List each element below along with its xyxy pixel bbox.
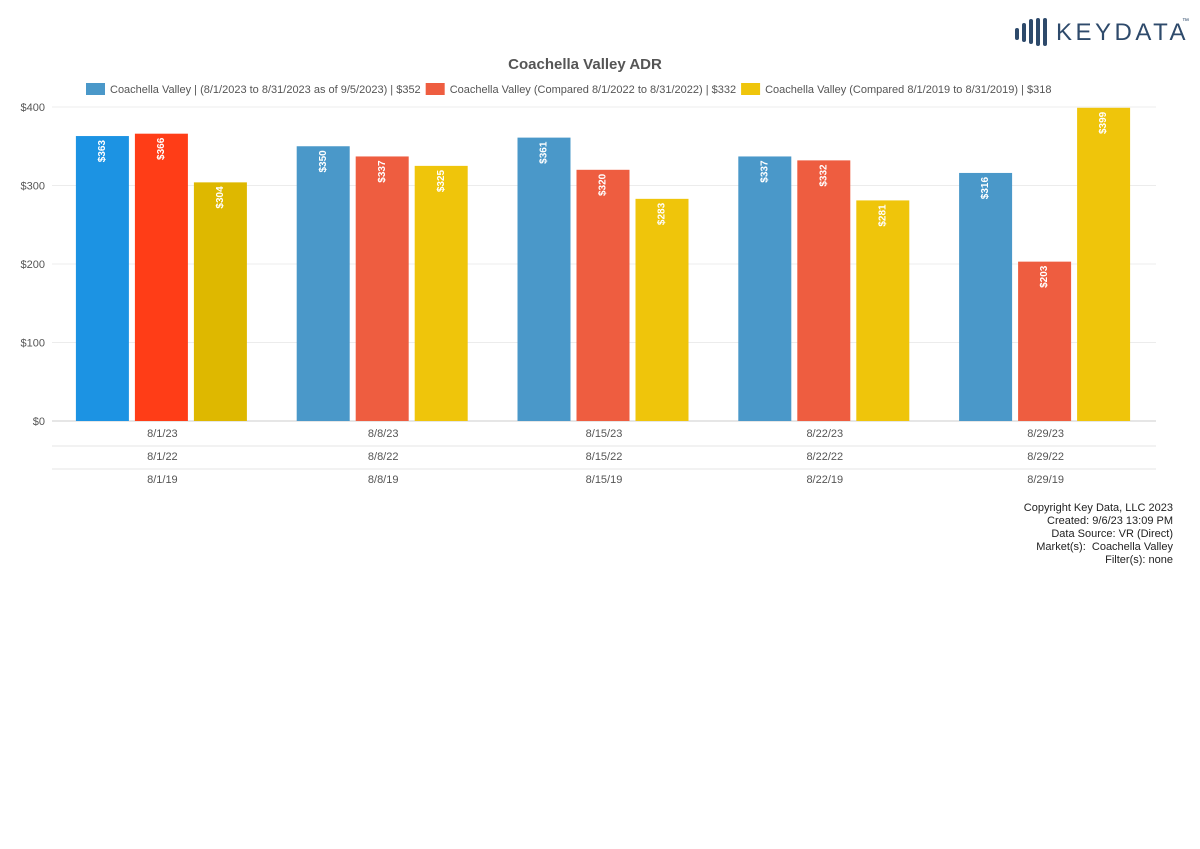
legend-swatch xyxy=(86,83,105,95)
bar xyxy=(517,137,571,422)
data-label: $363 xyxy=(97,140,108,163)
trademark-mark: ™ xyxy=(1182,18,1189,25)
bar xyxy=(193,182,247,421)
y-tick-label: $300 xyxy=(21,181,45,193)
legend-swatch xyxy=(425,83,445,95)
x-tick-label: 8/1/19 xyxy=(147,474,178,486)
y-tick-label: $100 xyxy=(21,338,45,350)
legend-swatch xyxy=(741,83,761,95)
brand-name: KEYDATA xyxy=(1056,19,1189,46)
x-tick-label: 8/22/19 xyxy=(806,474,843,486)
x-tick-label: 8/1/23 xyxy=(147,428,178,440)
bar xyxy=(576,169,630,421)
data-label: $316 xyxy=(980,177,991,200)
y-tick-label: $400 xyxy=(21,102,45,114)
data-label: $337 xyxy=(759,160,770,183)
footer-created: Created: 9/6/23 13:09 PM xyxy=(1047,515,1173,527)
x-tick-label: 8/8/22 xyxy=(368,451,399,463)
x-tick-label: 8/15/19 xyxy=(586,474,623,486)
y-tick-label: $200 xyxy=(21,259,45,271)
y-tick-label: $0 xyxy=(33,416,45,428)
x-tick-label: 8/29/22 xyxy=(1027,451,1064,463)
x-tick-label: 8/8/23 xyxy=(368,428,399,440)
x-tick-label: 8/15/22 xyxy=(586,451,623,463)
x-tick-label: 8/29/23 xyxy=(1027,428,1064,440)
data-label: $203 xyxy=(1039,265,1050,288)
adr-bar-chart: Coachella Valley ADR Coachella Valley | (… xyxy=(21,56,1156,486)
footer-source: Data Source: VR (Direct) xyxy=(1051,528,1173,540)
data-label: $325 xyxy=(436,169,447,192)
data-label: $283 xyxy=(657,202,668,225)
bar xyxy=(296,146,350,421)
bar xyxy=(959,172,1013,421)
chart-title: Coachella Valley ADR xyxy=(508,56,662,73)
x-tick-label: 8/1/22 xyxy=(147,451,178,463)
bar xyxy=(355,156,409,421)
x-tick-label: 8/29/19 xyxy=(1027,474,1064,486)
data-label: $304 xyxy=(215,186,226,209)
keydata-logo: KEYDATA ™ xyxy=(1012,14,1190,50)
data-label: $350 xyxy=(318,150,329,173)
data-label: $332 xyxy=(818,164,829,187)
data-label: $366 xyxy=(156,137,167,160)
bar xyxy=(635,198,689,421)
x-tick-label: 8/8/19 xyxy=(368,474,399,486)
bar xyxy=(134,133,188,421)
bar xyxy=(414,165,468,421)
legend-label: Coachella Valley (Compared 8/1/2019 to 8… xyxy=(765,84,1051,96)
footer-copyright: Copyright Key Data, LLC 2023 xyxy=(1023,502,1173,514)
legend-label: Coachella Valley (Compared 8/1/2022 to 8… xyxy=(450,84,736,96)
data-label: $399 xyxy=(1098,111,1109,134)
x-tick-label: 8/22/23 xyxy=(806,428,843,440)
x-tick-label: 8/15/23 xyxy=(586,428,623,440)
footer-markets: Market(s): Coachella Valley xyxy=(1036,541,1173,553)
keydata-bars-icon xyxy=(1015,18,1047,46)
data-label: $361 xyxy=(539,141,550,164)
bar xyxy=(856,200,910,421)
bar xyxy=(797,160,851,421)
data-label: $281 xyxy=(877,204,888,227)
bar xyxy=(1018,261,1072,421)
legend-label: Coachella Valley | (8/1/2023 to 8/31/202… xyxy=(110,84,421,96)
bar xyxy=(1077,107,1131,421)
data-label: $320 xyxy=(598,173,609,196)
chart-footer: Copyright Key Data, LLC 2023 Created: 9/… xyxy=(1024,502,1173,567)
bar xyxy=(75,136,129,422)
bar xyxy=(738,156,792,421)
footer-filters: Filter(s): none xyxy=(1105,554,1173,566)
data-label: $337 xyxy=(377,160,388,183)
x-tick-label: 8/22/22 xyxy=(806,451,843,463)
